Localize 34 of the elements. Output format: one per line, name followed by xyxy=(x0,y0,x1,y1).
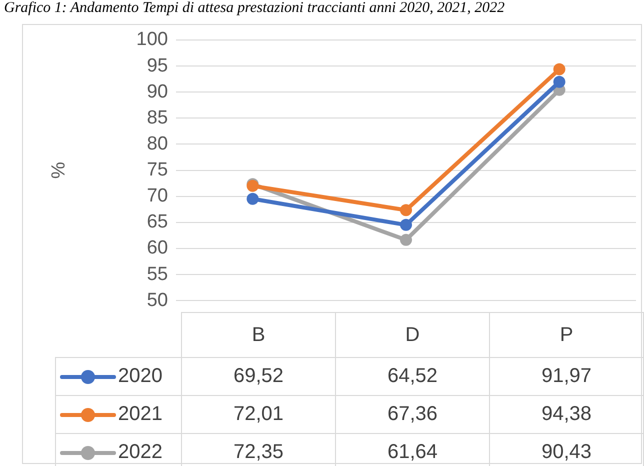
data-label: 94,38 xyxy=(490,396,644,434)
point xyxy=(400,218,412,231)
y-tick-label: 65 xyxy=(146,212,168,233)
legend-label: 2020 xyxy=(56,358,182,396)
y-tick-label: 55 xyxy=(146,264,168,285)
data-label: 69,52 xyxy=(182,358,336,396)
point xyxy=(400,234,412,246)
point xyxy=(400,204,412,216)
x-tick-label: D xyxy=(336,312,490,358)
legend-label: 2021 xyxy=(56,396,182,434)
chart-title: Grafico 1: Andamento Tempi di attesa prestazioni traccianti anni 2020, 2021, 2022 xyxy=(4,0,505,17)
data-label: 72,01 xyxy=(182,396,336,434)
data-label: 64,52 xyxy=(336,358,490,396)
x-tick-label: B xyxy=(182,312,336,358)
y-tick-label: 75 xyxy=(146,160,168,181)
y-tick-label: 85 xyxy=(146,107,168,128)
legend-label: 2022 xyxy=(56,434,182,466)
point xyxy=(246,192,259,205)
point xyxy=(553,76,566,88)
data-label: 67,36 xyxy=(336,396,490,434)
y-tick-label: 100 xyxy=(136,29,168,50)
x-tick-label: P xyxy=(490,312,644,358)
data-label: 91,97 xyxy=(490,358,644,396)
y-tick-label: 80 xyxy=(146,133,168,154)
data-label: 90,43 xyxy=(490,434,644,466)
point xyxy=(553,63,566,76)
y-tick-label: 50 xyxy=(146,290,168,311)
data-label: 72,35 xyxy=(182,434,336,466)
y-tick-label: 60 xyxy=(146,238,168,259)
y-tick-label: 70 xyxy=(146,186,168,207)
y-axis-title: % xyxy=(48,162,70,179)
y-tick-label: 90 xyxy=(146,81,168,102)
data-label: 61,64 xyxy=(336,434,490,466)
y-tick-label: 95 xyxy=(146,55,168,76)
